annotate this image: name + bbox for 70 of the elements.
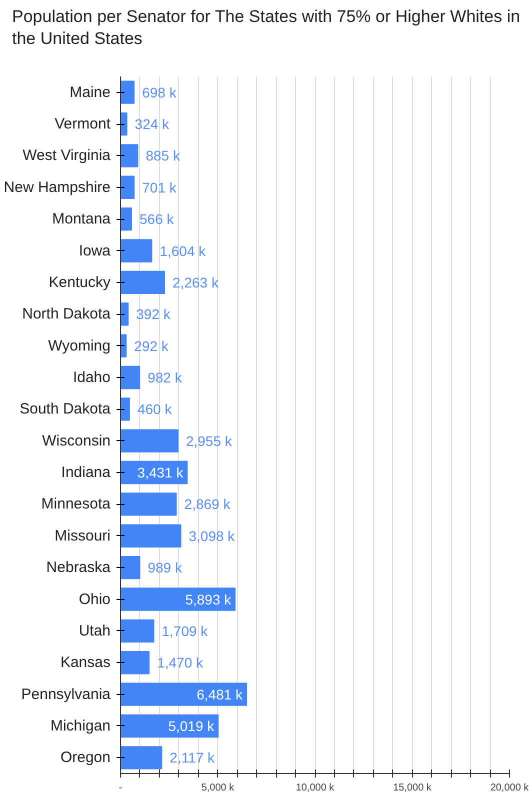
y-tick-label: New Hampshire: [4, 178, 111, 196]
y-tick-label: Pennsylvania: [21, 686, 112, 703]
bar: [120, 80, 135, 104]
bar: [120, 492, 177, 516]
bar: [120, 588, 236, 611]
y-tick-label: Kansas: [60, 654, 111, 672]
y-tick-label: Vermont: [54, 116, 112, 133]
data-label: 885 k: [146, 148, 181, 164]
y-tick-label: Iowa: [78, 242, 112, 260]
y-tick-label: Missouri: [54, 527, 111, 544]
data-label: 3,098 k: [188, 528, 236, 544]
data-label: 2,263 k: [172, 274, 220, 290]
data-label: 701 k: [142, 179, 178, 196]
y-tick-label: Nebraska: [46, 559, 112, 576]
x-tick-label: 15,000 k: [393, 782, 432, 794]
data-label: 989 k: [148, 560, 183, 576]
y-tick-label: Maine: [70, 84, 111, 101]
bar: [120, 207, 132, 231]
y-tick-label: South Dakota: [20, 400, 112, 418]
y-tick-label: North Dakota: [22, 306, 112, 323]
y-tick-label: Montana: [52, 210, 112, 228]
y-tick-label: Indiana: [61, 464, 112, 482]
bar: [120, 112, 128, 136]
data-label: 2,955 k: [186, 432, 233, 449]
data-label: 1,604 k: [160, 242, 207, 259]
data-label: 5,893 k: [185, 591, 232, 608]
data-label: 3,431 k: [137, 464, 184, 481]
data-label: 292 k: [134, 338, 170, 354]
bar: [120, 619, 154, 643]
y-tick-label: Kentucky: [48, 274, 111, 291]
data-label: 698 k: [142, 84, 178, 100]
x-tick-label: -: [118, 782, 122, 794]
bar: [120, 714, 219, 738]
bar: [120, 429, 178, 452]
x-tick-label: 20,000 k: [490, 782, 529, 794]
bar: [120, 176, 135, 199]
data-label: 982 k: [148, 369, 183, 386]
data-label: 5,019 k: [168, 718, 216, 734]
y-tick-label: Wisconsin: [42, 432, 111, 450]
bar: [120, 556, 140, 580]
y-tick-label: Wyoming: [48, 337, 111, 354]
bar: [120, 746, 162, 770]
bar: [120, 302, 129, 326]
y-tick-label: Michigan: [50, 717, 110, 734]
data-label: 1,709 k: [162, 622, 209, 639]
y-tick-label: Ohio: [78, 590, 111, 608]
x-tick-label: 5,000 k: [201, 782, 236, 794]
y-tick-label: Utah: [78, 622, 111, 640]
chart-title: Population per Senator for The States with 75% or Higher Whites in the United States: [12, 6, 521, 50]
bar: [120, 398, 130, 421]
bar: [120, 651, 150, 674]
y-tick-label: Idaho: [72, 368, 111, 386]
data-label: 1,470 k: [157, 654, 204, 671]
bar: [120, 524, 182, 548]
data-label: 566 k: [140, 211, 175, 228]
data-label: 2,869 k: [184, 496, 232, 512]
data-label: 460 k: [137, 401, 173, 418]
bar: [120, 366, 140, 390]
bar: [120, 682, 248, 706]
y-tick-label: West Virginia: [22, 147, 112, 164]
bar: [120, 270, 166, 294]
x-tick-label: 10,000 k: [296, 782, 336, 794]
bar: [120, 239, 152, 262]
y-tick-label: Oregon: [60, 749, 111, 766]
bar: [120, 144, 138, 168]
data-label: 6,481 k: [196, 686, 244, 702]
data-label: 324 k: [134, 116, 170, 132]
data-label: 2,117 k: [170, 750, 216, 766]
y-tick-label: Minnesota: [41, 496, 112, 513]
data-label: 392 k: [136, 306, 172, 322]
